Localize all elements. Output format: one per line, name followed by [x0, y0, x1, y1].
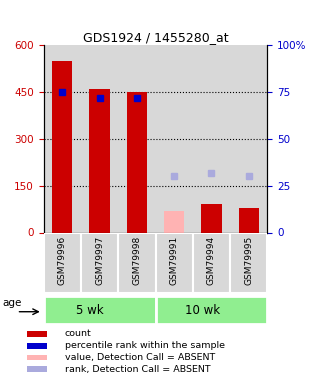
Bar — [239, 207, 259, 232]
Text: age: age — [2, 298, 21, 308]
Bar — [201, 204, 222, 232]
Bar — [27, 331, 47, 337]
Text: GSM79997: GSM79997 — [95, 236, 104, 285]
Bar — [81, 45, 118, 232]
Bar — [52, 61, 72, 232]
Bar — [127, 92, 147, 232]
Text: count: count — [65, 330, 91, 339]
Bar — [156, 296, 267, 324]
Text: value, Detection Call = ABSENT: value, Detection Call = ABSENT — [65, 353, 215, 362]
Text: rank, Detection Call = ABSENT: rank, Detection Call = ABSENT — [65, 364, 210, 374]
Bar — [118, 232, 156, 292]
Bar — [27, 343, 47, 348]
Title: GDS1924 / 1455280_at: GDS1924 / 1455280_at — [83, 31, 228, 44]
Bar — [193, 232, 230, 292]
Text: GSM79995: GSM79995 — [244, 236, 253, 285]
Bar — [156, 232, 193, 292]
Bar — [89, 89, 110, 232]
Bar — [118, 45, 156, 232]
Text: 5 wk: 5 wk — [77, 304, 104, 317]
Bar — [193, 45, 230, 232]
Bar — [44, 232, 81, 292]
Bar — [230, 232, 267, 292]
Bar — [27, 366, 47, 372]
Text: GSM79991: GSM79991 — [170, 236, 179, 285]
Text: GSM79996: GSM79996 — [58, 236, 67, 285]
Text: 10 wk: 10 wk — [185, 304, 220, 317]
Bar — [156, 45, 193, 232]
Bar — [81, 232, 118, 292]
Text: GSM79994: GSM79994 — [207, 236, 216, 285]
Bar — [230, 45, 267, 232]
Bar — [44, 296, 156, 324]
Bar — [27, 355, 47, 360]
Text: percentile rank within the sample: percentile rank within the sample — [65, 341, 225, 350]
Text: GSM79998: GSM79998 — [132, 236, 141, 285]
Bar — [164, 211, 184, 232]
Bar — [44, 45, 81, 232]
